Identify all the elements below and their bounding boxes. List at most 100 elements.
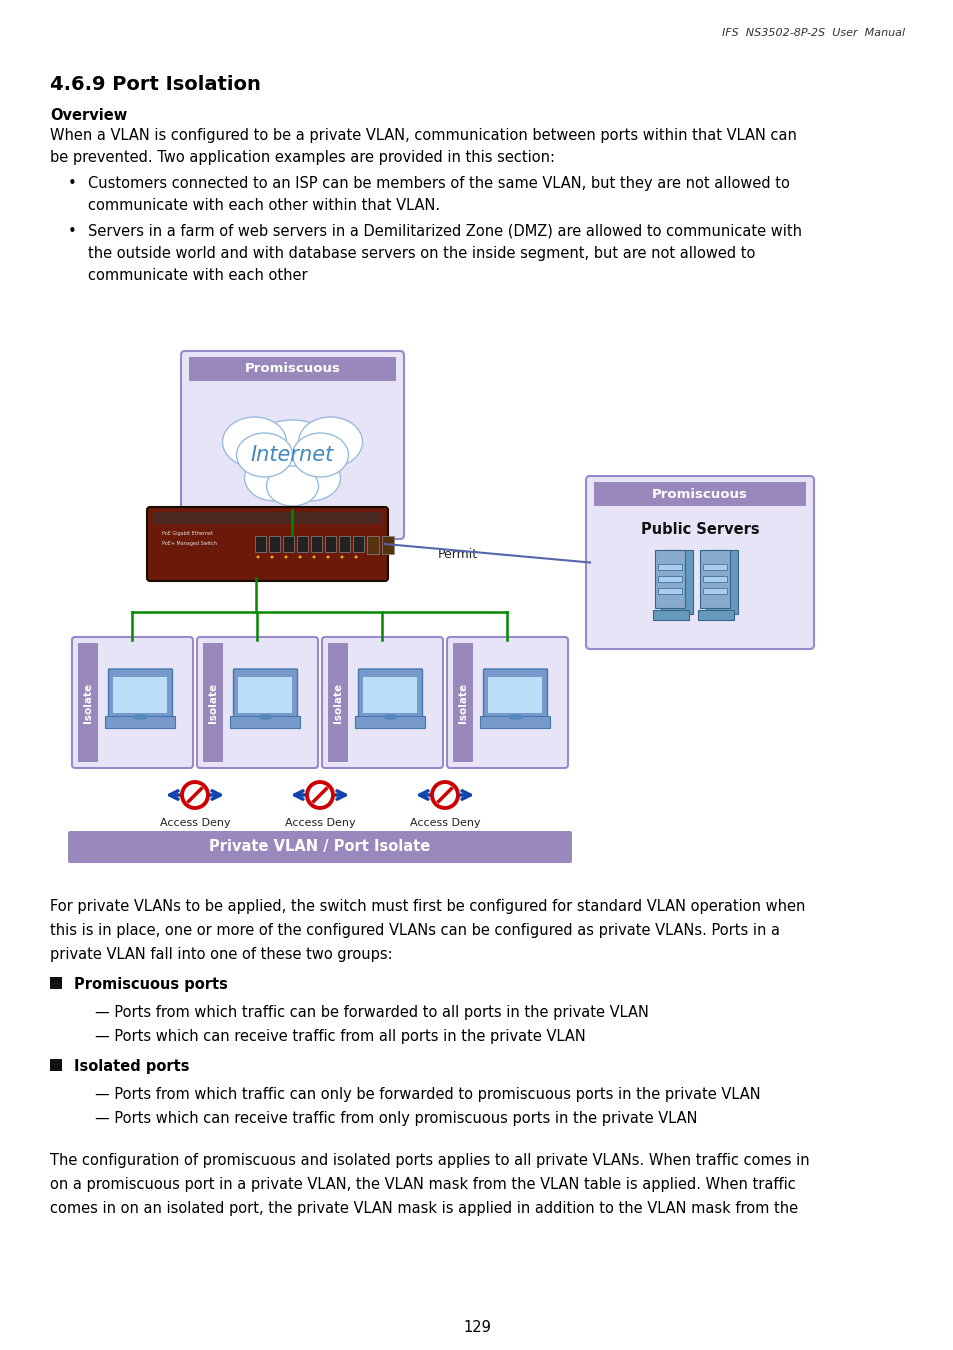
Bar <box>480 716 550 728</box>
Text: Isolate: Isolate <box>83 683 92 722</box>
Bar <box>488 676 542 713</box>
Text: IFS  NS3502-8P-2S  User  Manual: IFS NS3502-8P-2S User Manual <box>721 28 904 38</box>
Ellipse shape <box>258 714 273 720</box>
Circle shape <box>298 555 301 559</box>
Text: Access Deny: Access Deny <box>159 818 230 828</box>
Text: Isolated ports: Isolated ports <box>74 1058 190 1075</box>
Bar <box>658 589 681 594</box>
Text: PoE+ Managed Switch: PoE+ Managed Switch <box>162 540 216 545</box>
Bar <box>655 549 684 608</box>
Bar <box>78 643 98 761</box>
Text: PoE Gigabit Ethernet: PoE Gigabit Ethernet <box>162 532 213 536</box>
Text: Internet: Internet <box>251 446 334 464</box>
Text: Isolate: Isolate <box>208 683 218 722</box>
Bar <box>153 512 380 524</box>
FancyBboxPatch shape <box>68 832 572 863</box>
Text: — Ports which can receive traffic from only promiscuous ports in the private VLA: — Ports which can receive traffic from o… <box>95 1111 697 1126</box>
Circle shape <box>432 782 457 809</box>
Bar <box>705 549 738 614</box>
Bar <box>363 676 417 713</box>
Text: Servers in a farm of web servers in a Demilitarized Zone (DMZ) are allowed to co: Servers in a farm of web servers in a De… <box>88 224 801 239</box>
Ellipse shape <box>133 714 148 720</box>
Text: Public Servers: Public Servers <box>640 522 759 537</box>
Bar <box>367 536 378 554</box>
Bar <box>381 536 394 554</box>
Bar <box>311 536 322 552</box>
Bar <box>652 610 688 620</box>
Ellipse shape <box>298 417 362 467</box>
Bar <box>106 716 175 728</box>
Text: •: • <box>68 176 76 190</box>
Text: 129: 129 <box>462 1320 491 1335</box>
Text: Promiscuous: Promiscuous <box>244 363 340 375</box>
Ellipse shape <box>244 455 304 501</box>
Bar <box>355 716 425 728</box>
Bar <box>338 536 350 552</box>
Ellipse shape <box>266 466 318 506</box>
Bar <box>698 610 733 620</box>
Text: — Ports which can receive traffic from all ports in the private VLAN: — Ports which can receive traffic from a… <box>95 1029 585 1044</box>
Bar <box>328 643 348 761</box>
Bar <box>702 564 726 570</box>
Text: Permit: Permit <box>437 548 477 560</box>
FancyBboxPatch shape <box>196 637 317 768</box>
Circle shape <box>326 555 329 559</box>
FancyBboxPatch shape <box>483 670 547 720</box>
Text: The configuration of promiscuous and isolated ports applies to all private VLANs: The configuration of promiscuous and iso… <box>50 1153 809 1168</box>
Ellipse shape <box>244 420 340 490</box>
FancyBboxPatch shape <box>322 637 442 768</box>
Text: 4.6.9 Port Isolation: 4.6.9 Port Isolation <box>50 76 260 95</box>
Bar <box>269 536 280 552</box>
Bar <box>658 576 681 582</box>
Circle shape <box>307 782 333 809</box>
Text: on a promiscuous port in a private VLAN, the VLAN mask from the VLAN table is ap: on a promiscuous port in a private VLAN,… <box>50 1177 795 1192</box>
Circle shape <box>182 782 208 809</box>
Text: — Ports from which traffic can be forwarded to all ports in the private VLAN: — Ports from which traffic can be forwar… <box>95 1004 648 1021</box>
Circle shape <box>256 555 259 559</box>
Bar <box>50 977 62 990</box>
FancyBboxPatch shape <box>233 670 297 720</box>
Ellipse shape <box>280 455 340 501</box>
Text: — Ports from which traffic can only be forwarded to promiscuous ports in the pri: — Ports from which traffic can only be f… <box>95 1087 760 1102</box>
Text: Isolate: Isolate <box>457 683 468 722</box>
Text: Access Deny: Access Deny <box>409 818 479 828</box>
Text: Permit: Permit <box>244 560 284 574</box>
Text: •: • <box>68 224 76 239</box>
FancyBboxPatch shape <box>585 477 813 649</box>
Text: this is in place, one or more of the configured VLANs can be configured as priva: this is in place, one or more of the con… <box>50 923 780 938</box>
Bar <box>296 536 308 552</box>
FancyBboxPatch shape <box>358 670 422 720</box>
Text: Promiscuous ports: Promiscuous ports <box>74 977 228 992</box>
Bar <box>702 589 726 594</box>
Text: communicate with each other: communicate with each other <box>88 269 307 284</box>
Circle shape <box>313 555 315 559</box>
Bar <box>702 576 726 582</box>
Bar <box>50 1058 62 1071</box>
Text: Isolate: Isolate <box>333 683 343 722</box>
Bar <box>660 549 692 614</box>
Bar <box>453 643 473 761</box>
Bar <box>700 549 729 608</box>
Bar <box>353 536 364 552</box>
Text: When a VLAN is configured to be a private VLAN, communication between ports with: When a VLAN is configured to be a privat… <box>50 128 796 143</box>
Ellipse shape <box>236 433 293 477</box>
Ellipse shape <box>222 417 286 467</box>
Text: Customers connected to an ISP can be members of the same VLAN, but they are not : Customers connected to an ISP can be mem… <box>88 176 789 190</box>
Bar <box>189 356 395 381</box>
Bar <box>658 564 681 570</box>
FancyBboxPatch shape <box>71 637 193 768</box>
Bar <box>254 536 266 552</box>
Circle shape <box>340 555 343 559</box>
Bar <box>594 482 805 506</box>
FancyBboxPatch shape <box>109 670 172 720</box>
Text: private VLAN fall into one of these two groups:: private VLAN fall into one of these two … <box>50 946 393 963</box>
Ellipse shape <box>508 714 522 720</box>
Bar <box>203 643 223 761</box>
Bar <box>283 536 294 552</box>
Text: communicate with each other within that VLAN.: communicate with each other within that … <box>88 198 439 213</box>
Ellipse shape <box>293 433 348 477</box>
Text: Private VLAN / Port Isolate: Private VLAN / Port Isolate <box>209 840 430 855</box>
FancyBboxPatch shape <box>447 637 567 768</box>
Text: For private VLANs to be applied, the switch must first be configured for standar: For private VLANs to be applied, the swi… <box>50 899 804 914</box>
FancyBboxPatch shape <box>181 351 403 539</box>
